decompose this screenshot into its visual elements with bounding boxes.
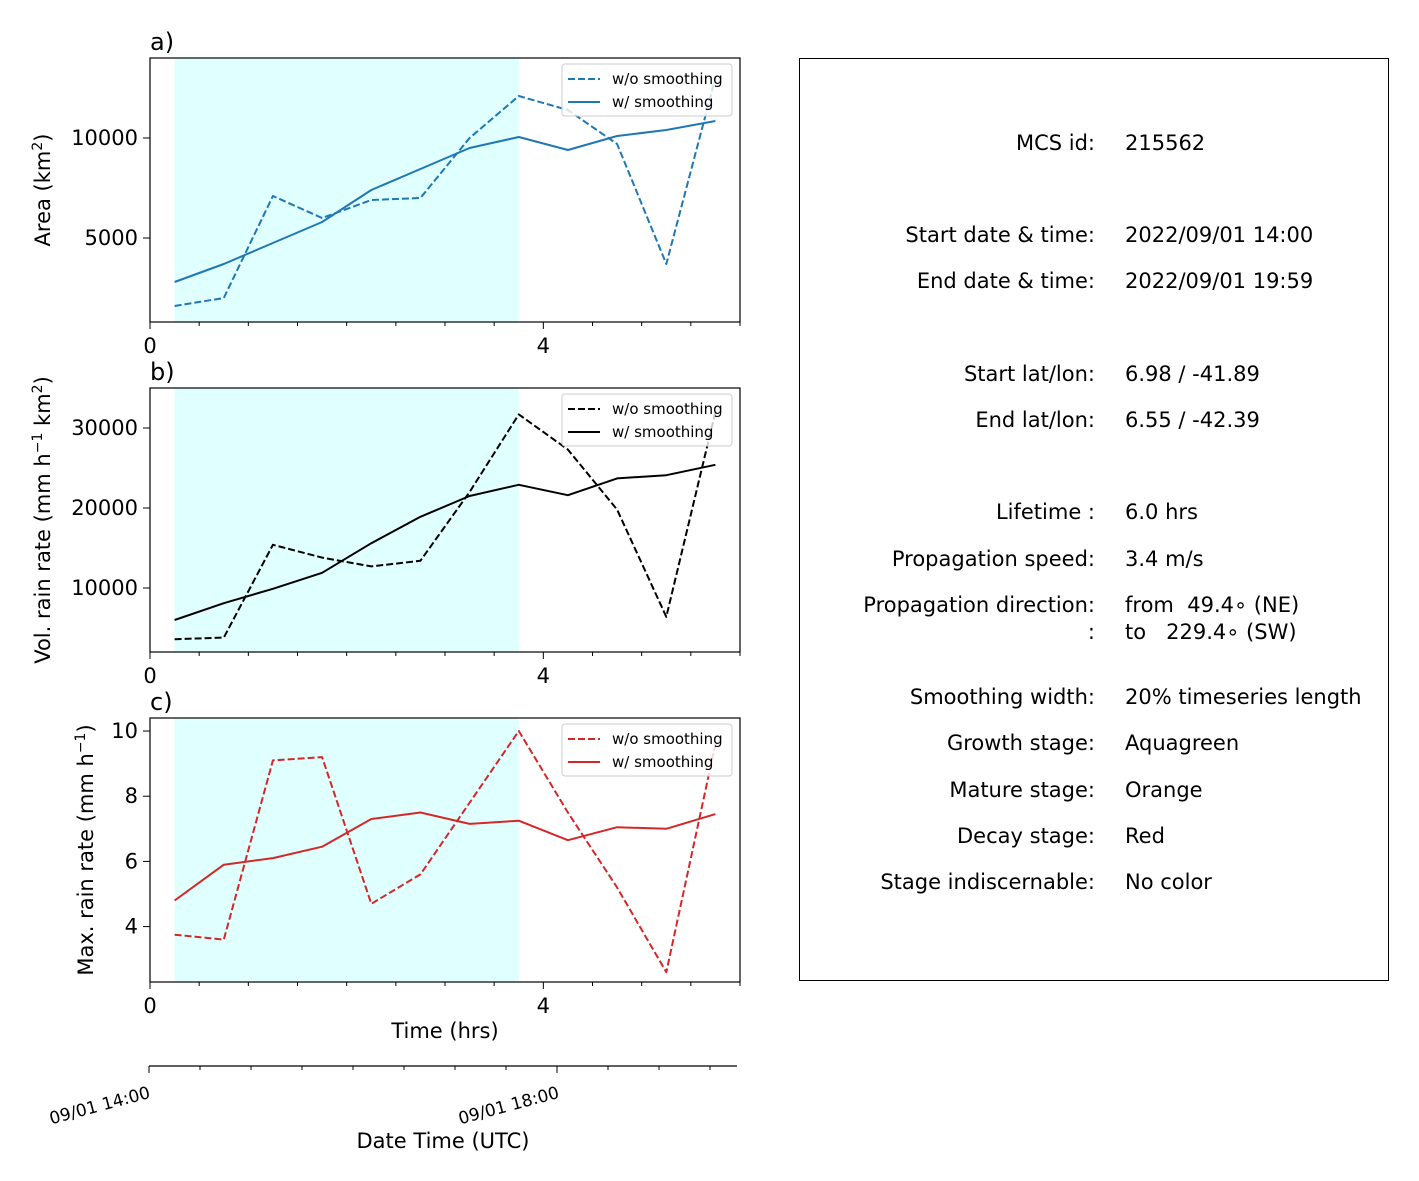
legend-label: w/o smoothing [612,70,723,88]
info-value: Aquagreen [1125,731,1240,755]
x-tick-label: 4 [537,664,550,688]
info-value: 6.0 hrs [1125,500,1198,524]
x-tick-label: 4 [537,994,550,1018]
info-row-prop-direction: Propagation direction: from 49.4∘ (NE) [800,593,1390,621]
info-row-start-time: Start date & time: 2022/09/01 14:00 [800,223,1390,251]
series-line-with-smoothing-area [174,120,716,283]
info-value: 215562 [1125,131,1206,155]
info-row-start-latlon: Start lat/lon: 6.98 / -41.89 [800,362,1390,390]
growth-stage-shading [174,388,519,652]
x-tick-label: 0 [143,334,156,358]
y-axis-label-vol: Vol. rain rate (mm h−1 km2) [30,376,55,664]
mcs-info-panel: MCS id: 215562 Start date & time: 2022/09/… [799,58,1389,981]
info-value: 2022/09/01 19:59 [1125,269,1314,293]
y-tick-label: 30000 [71,416,138,440]
legend-label: w/ smoothing [612,93,713,111]
panel-max-rain-rate: c) Max. rain rate (mm h−1) 0 4 4 6 8 10 w/o sm… [73,688,741,1018]
y-axis-label-max: Max. rain rate (mm h−1) [73,724,98,975]
series-line-without-smoothing-area [174,77,717,307]
info-value: Red [1125,824,1165,848]
legend-box [561,723,733,777]
legend-label: w/ smoothing [612,753,713,771]
info-label: Start date & time: [905,223,1095,247]
y-tick-label: 5000 [85,226,138,250]
info-label: Start lat/lon: [963,362,1095,386]
info-row-lifetime: Lifetime : 6.0 hrs [800,500,1390,528]
info-value: No color [1125,870,1212,894]
info-label: End lat/lon: [975,408,1095,432]
info-label: Lifetime : [995,500,1095,524]
info-label: Decay stage: [957,824,1095,848]
info-row-end-time: End date & time: 2022/09/01 19:59 [800,269,1390,297]
datetime-axis-label: Date Time (UTC) [357,1129,530,1153]
y-tick-label: 10000 [71,576,138,600]
info-row-decay-stage: Decay stage: Red [800,824,1390,852]
datetime-axis: 09/01 14:00 09/01 18:00 Date Time (UTC) [47,1065,737,1153]
info-row-stage-indiscernable: Stage indiscernable: No color [800,870,1390,898]
growth-stage-shading [174,58,519,322]
y-tick-label: 10 [111,719,138,743]
legend-box [561,63,733,117]
series-line-without-smoothing-vol [174,411,717,641]
info-row-smoothing-width: Smoothing width: 20% timeseries length [800,685,1390,713]
info-label: Propagation speed: [891,547,1095,571]
datetime-tick-label: 09/01 18:00 [456,1083,561,1129]
x-tick-label: 4 [537,334,550,358]
legend: w/o smoothing w/ smoothing [561,63,733,117]
info-label: : [1087,620,1095,644]
panel-label-b: b) [150,358,175,386]
panel-label-a: a) [150,28,174,56]
panel-vol-rain-rate: b) Vol. rain rate (mm h−1 km2) 0 4 10000 20… [30,358,741,688]
info-row-mcs-id: MCS id: 215562 [800,131,1390,159]
panel-label-c: c) [150,688,173,716]
info-value: 2022/09/01 14:00 [1125,223,1314,247]
growth-stage-shading [174,718,519,982]
info-label: Propagation direction: [863,593,1095,617]
y-tick-label: 8 [125,784,138,808]
info-label: Mature stage: [949,778,1095,802]
legend-label: w/o smoothing [612,400,723,418]
info-label: Smoothing width: [909,685,1095,709]
info-row-growth-stage: Growth stage: Aquagreen [800,731,1390,759]
series-line-with-smoothing-max [174,811,716,902]
legend: w/o smoothing w/ smoothing [561,723,733,777]
info-row-prop-direction-to: : to 229.4∘ (SW) [800,620,1390,648]
y-axis-label-area: Area (km2) [30,134,55,247]
info-row-prop-speed: Propagation speed: 3.4 m/s [800,547,1390,575]
y-tick-label: 6 [125,849,138,873]
info-label: End date & time: [916,269,1095,293]
info-value: 6.55 / -42.39 [1125,408,1260,432]
info-value: 20% timeseries length [1125,685,1362,709]
info-row-end-latlon: End lat/lon: 6.55 / -42.39 [800,408,1390,436]
series-line-with-smoothing-vol [174,463,716,621]
x-tick-label: 0 [143,664,156,688]
info-value: to 229.4∘ (SW) [1125,620,1297,644]
y-tick-label: 4 [125,915,138,939]
info-row-mature-stage: Mature stage: Orange [800,778,1390,806]
info-label: Stage indiscernable: [880,870,1095,894]
info-label: Growth stage: [946,731,1095,755]
legend-label: w/o smoothing [612,730,723,748]
datetime-tick-label: 09/01 14:00 [47,1083,152,1129]
info-label: MCS id: [1015,131,1095,155]
legend-box [561,393,733,447]
info-value: Orange [1125,778,1203,802]
legend: w/o smoothing w/ smoothing [561,393,733,447]
info-value: from 49.4∘ (NE) [1125,593,1300,617]
legend-label: w/ smoothing [612,423,713,441]
y-tick-label: 10000 [71,126,138,150]
info-value: 6.98 / -41.89 [1125,362,1260,386]
series-line-without-smoothing-max [174,730,717,974]
y-tick-label: 20000 [71,496,138,520]
x-axis-label: Time (hrs) [390,1019,498,1043]
info-value: 3.4 m/s [1125,547,1204,571]
x-tick-label: 0 [143,994,156,1018]
